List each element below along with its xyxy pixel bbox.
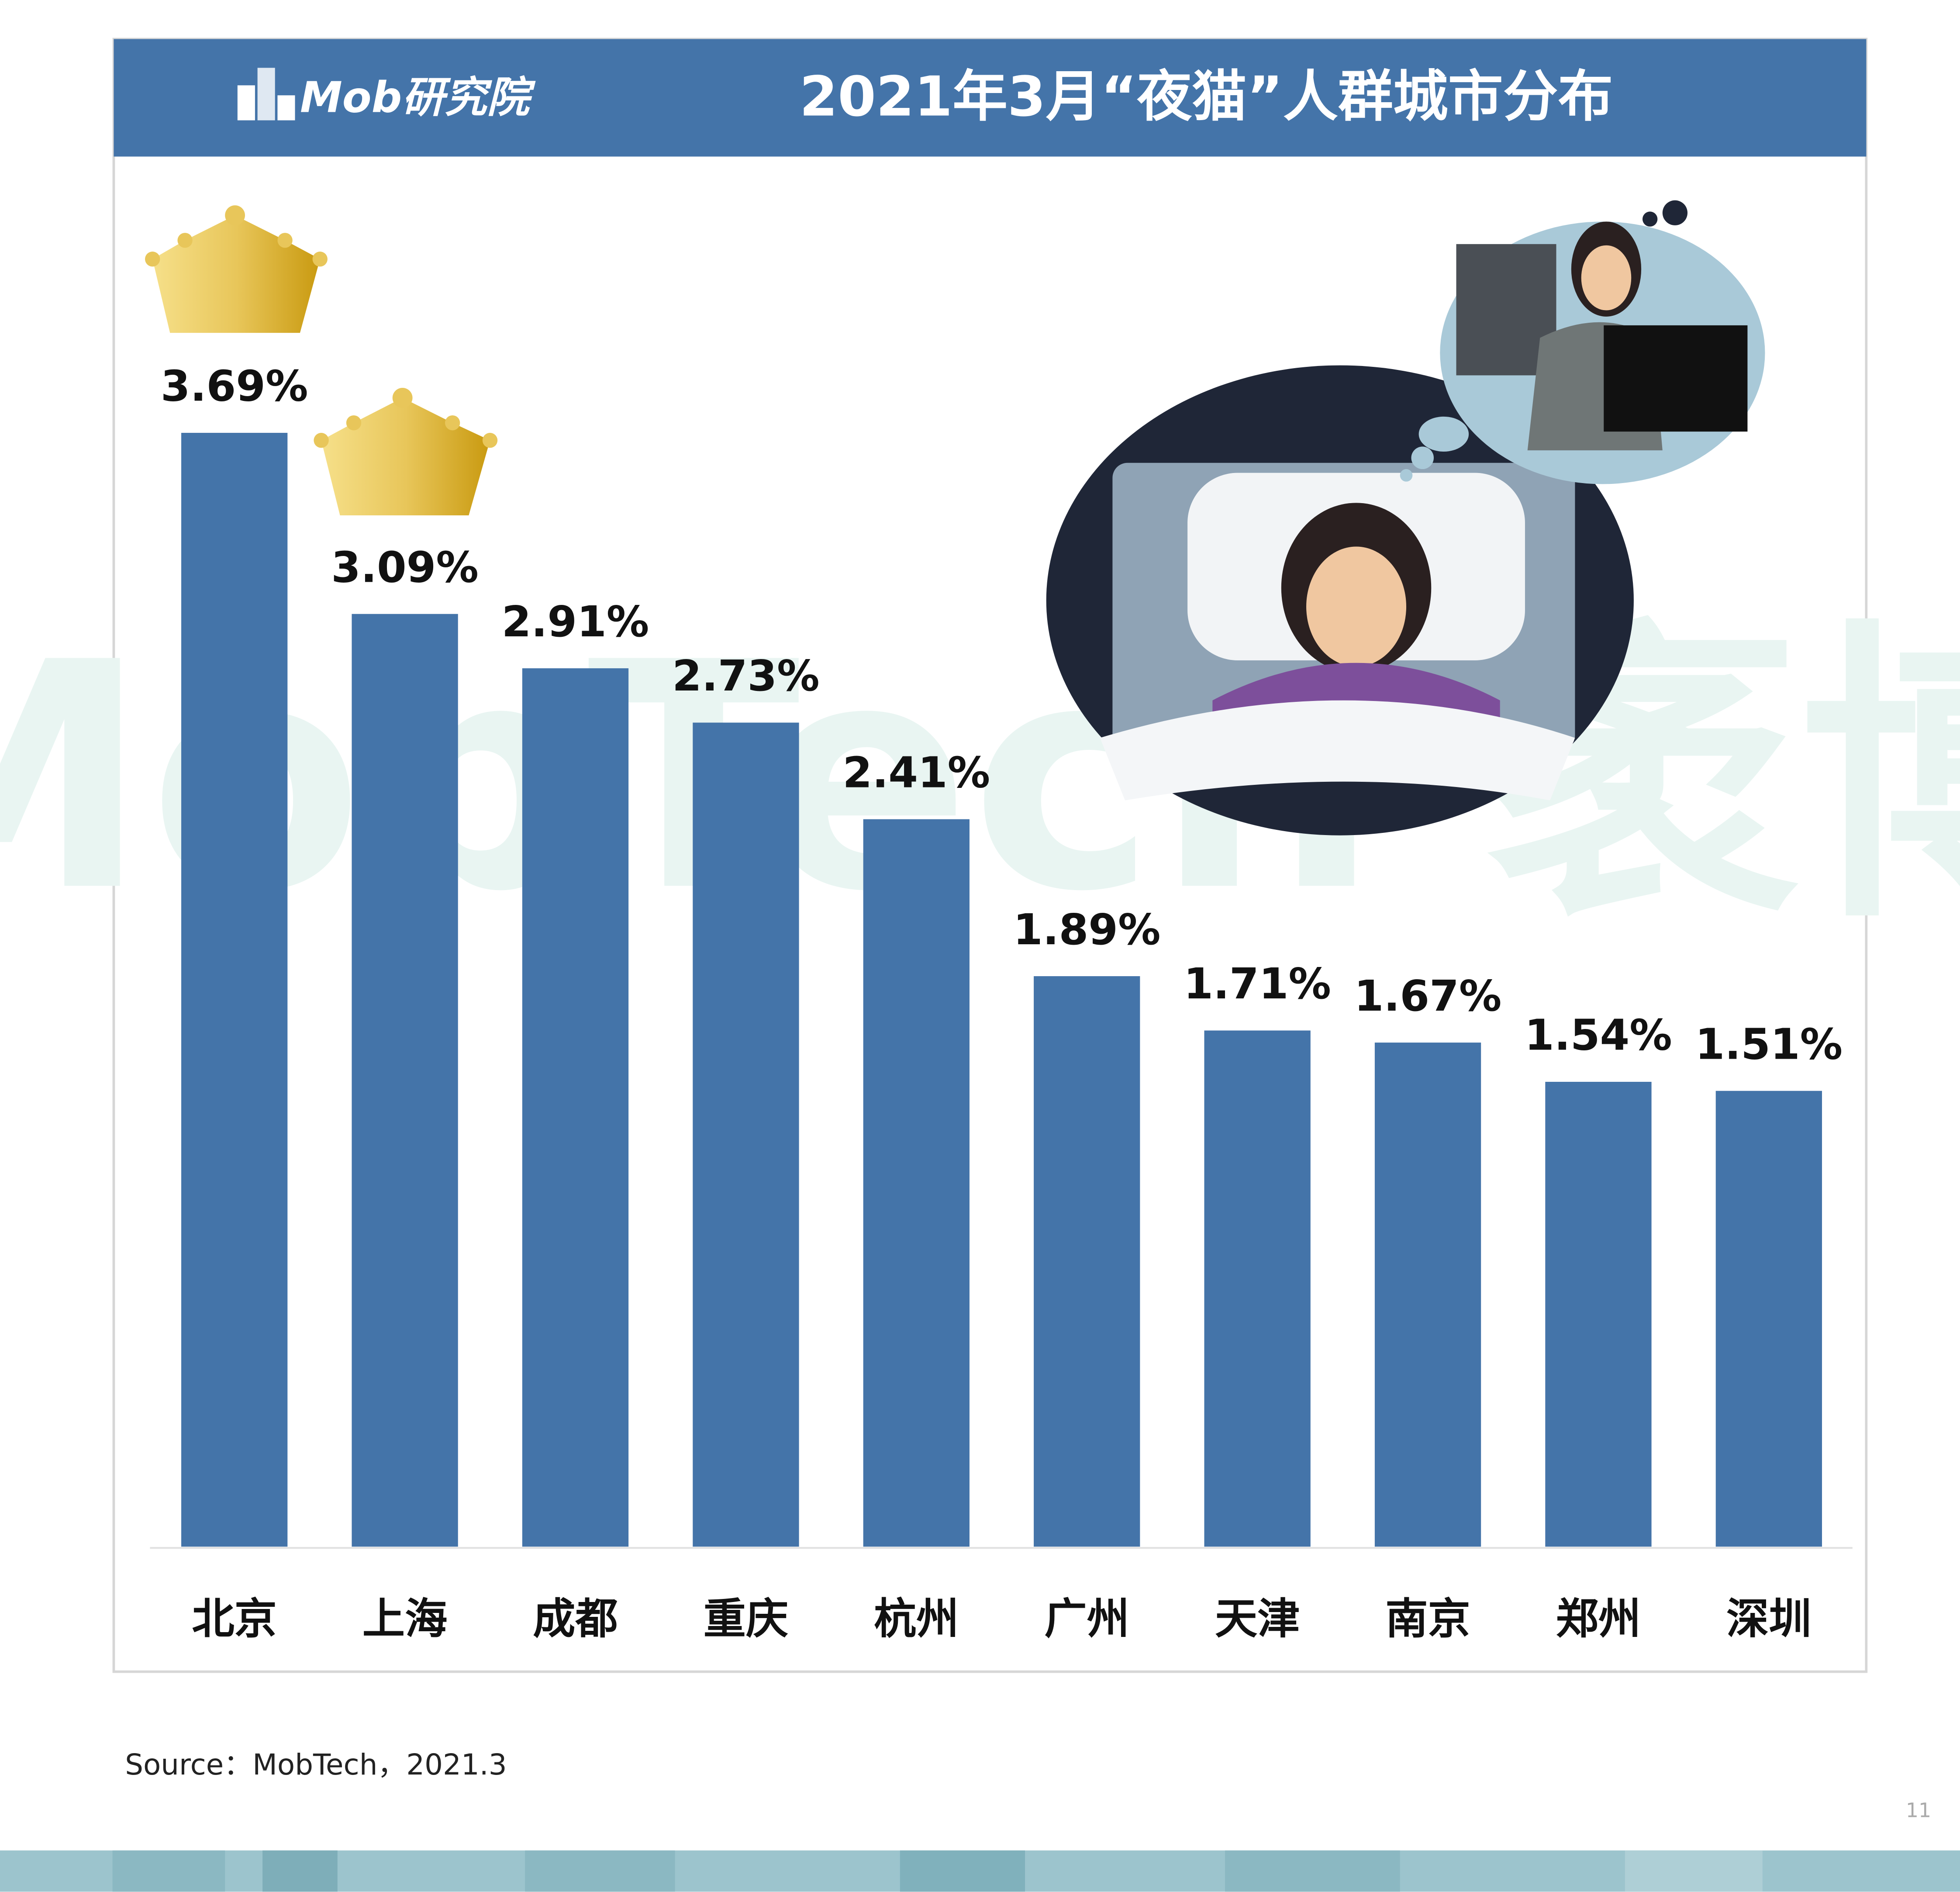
value-label: 3.69%: [161, 362, 308, 411]
x-tick-label: 深圳: [1726, 1594, 1812, 1643]
x-tick-label: 杭州: [874, 1594, 959, 1643]
value-label: 3.09%: [331, 542, 479, 592]
source: Source：MobTech，2021.3: [125, 1748, 507, 1782]
value-label: 1.67%: [1354, 971, 1502, 1021]
page-number: 11: [1906, 1799, 1931, 1822]
x-tick-label: 成都: [533, 1594, 618, 1643]
bar: [863, 819, 970, 1547]
watermark: MobTech 袤博: [0, 596, 1960, 960]
chart-title: 2021年3月“夜猫”人群城市分布: [800, 64, 1613, 128]
x-tick-label: 上海: [362, 1594, 448, 1643]
logo-icon: [237, 68, 295, 121]
bar: [352, 614, 458, 1547]
header-band: [114, 39, 1867, 157]
value-label: 2.73%: [672, 651, 820, 701]
bar: [522, 668, 629, 1547]
footer-stripe: [0, 1850, 1960, 1892]
bar: [1374, 1043, 1481, 1547]
logo: Mob研究院: [300, 73, 536, 122]
value-label: 1.89%: [1013, 905, 1161, 954]
bar: [693, 722, 799, 1547]
bar: [1034, 976, 1140, 1547]
crown: [145, 205, 328, 333]
bar: [181, 433, 288, 1547]
x-tick-label: 南京: [1385, 1594, 1470, 1643]
value-label: 2.91%: [502, 597, 649, 646]
value-label: 1.51%: [1695, 1019, 1843, 1069]
bar: [1715, 1091, 1822, 1547]
crown: [314, 388, 498, 515]
value-label: 2.41%: [843, 748, 990, 797]
x-tick-label: 重庆: [704, 1594, 789, 1643]
value-label: 1.71%: [1184, 959, 1331, 1008]
value-label: 1.54%: [1525, 1011, 1672, 1060]
x-tick-label: 天津: [1215, 1594, 1300, 1643]
bar: [1545, 1081, 1652, 1547]
x-tick-label: 郑州: [1556, 1594, 1641, 1643]
x-tick-label: 广州: [1044, 1594, 1129, 1643]
illustration: [1046, 200, 1765, 836]
x-tick-label: 北京: [192, 1594, 277, 1643]
bar: [1204, 1030, 1311, 1547]
